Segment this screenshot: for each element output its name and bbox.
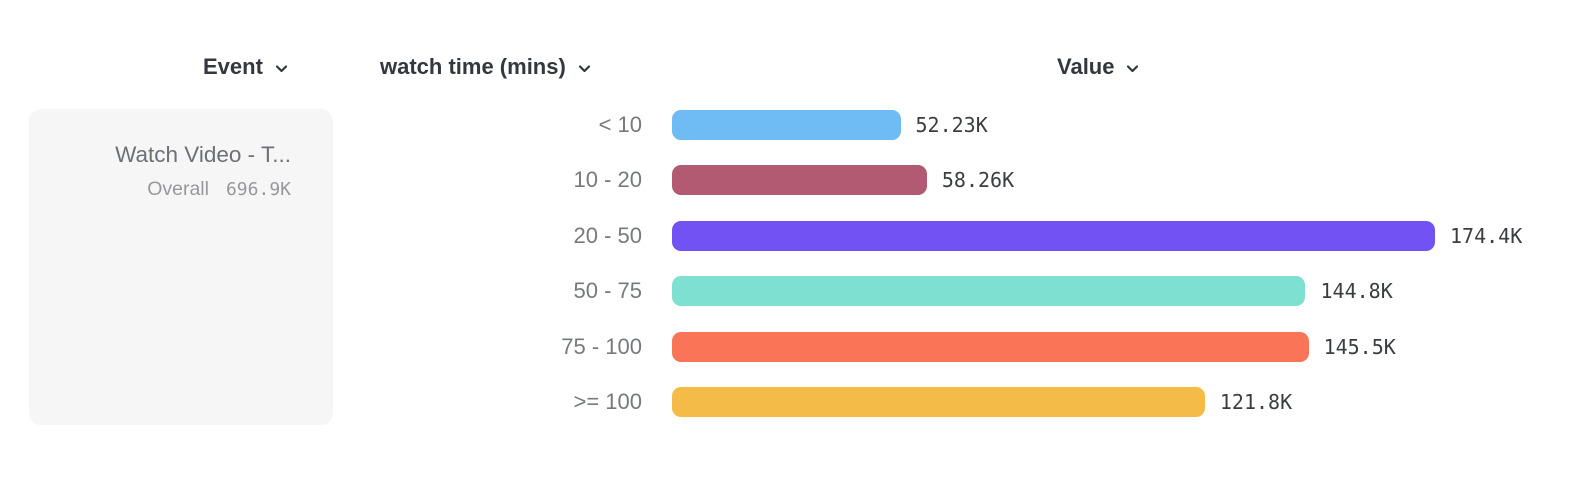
bar-row: 75 - 100 145.5K [0,331,1584,362]
bucket-label: 75 - 100 [561,333,642,359]
overall-label: Overall [147,178,209,200]
value-label: 174.4K [1450,223,1523,248]
column-header-watch-time-label: watch time (mins) [380,54,566,79]
bar-track: 121.8K [672,386,1435,417]
column-header-event[interactable]: Event [203,54,289,80]
bar-row: < 10 52.23K [0,110,1584,140]
bucket-label: 10 - 20 [573,167,643,193]
chevron-down-icon [274,61,289,76]
value-bar[interactable] [672,331,1309,362]
bucket-label: 50 - 75 [573,278,643,304]
value-label: 144.8K [1320,279,1393,304]
event-title: Watch Video - T... [115,142,291,167]
overall-value: 696.9K [225,179,291,200]
bar-row: 50 - 75 144.8K [0,276,1584,307]
event-card[interactable]: Watch Video - T... Overall 696.9K [29,109,333,425]
value-bar[interactable] [672,110,901,140]
bar-track: 52.23K [672,110,1435,140]
value-label: 52.23K [915,113,988,137]
column-header-value[interactable]: Value [1057,54,1140,80]
chevron-down-icon [1125,61,1140,76]
value-bar[interactable] [672,220,1435,251]
bucket-label: < 10 [598,112,642,137]
bar-row: >= 100 121.8K [0,386,1584,417]
event-overall-row: Overall 696.9K [47,178,291,201]
value-bar[interactable] [672,165,927,196]
chevron-down-icon [577,61,592,76]
bar-chart: < 10 52.23K 10 - 20 58.26K 20 - 50 174.4… [0,110,1584,442]
bar-track: 145.5K [672,331,1435,362]
value-label: 145.5K [1323,334,1396,359]
bar-track: 144.8K [672,276,1435,307]
bar-track: 174.4K [672,220,1522,251]
bucket-label: >= 100 [573,388,642,414]
column-header-event-label: Event [203,54,263,79]
value-bar[interactable] [672,386,1205,417]
value-label: 58.26K [941,168,1015,193]
value-label: 121.8K [1219,389,1293,414]
bar-track: 58.26K [672,165,1435,196]
column-header-value-label: Value [1057,54,1115,79]
column-header-watch-time[interactable]: watch time (mins) [380,54,592,80]
bucket-label: 20 - 50 [573,222,643,248]
bar-row: 20 - 50 174.4K [0,220,1584,251]
value-bar[interactable] [672,276,1306,307]
bar-row: 10 - 20 58.26K [0,165,1584,196]
